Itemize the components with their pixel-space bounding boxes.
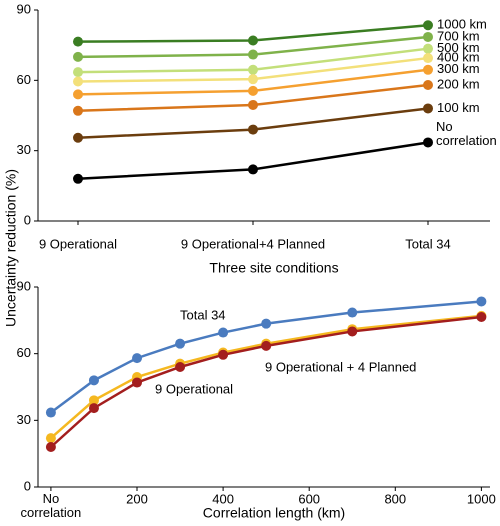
- data-point: [423, 43, 433, 54]
- data-point: [73, 67, 83, 78]
- series-line: [50, 315, 482, 448]
- data-point: [248, 124, 258, 135]
- x-tick-label: 9 Operational+4 Planned: [181, 236, 325, 251]
- data-point: [88, 395, 99, 406]
- data-point: [73, 76, 83, 87]
- data-point: [423, 53, 433, 64]
- data-point: [423, 137, 433, 148]
- x-tick-label: 9 Operational: [39, 236, 117, 251]
- data-point: [45, 442, 56, 452]
- series-label-box: No correlation: [436, 120, 497, 149]
- series-line: [50, 300, 482, 414]
- data-point: [73, 51, 83, 62]
- data-point: [73, 36, 83, 47]
- data-point: [73, 105, 83, 116]
- series-line: [50, 314, 482, 440]
- x-tick-label: No correlation: [20, 492, 82, 520]
- data-point: [423, 64, 433, 75]
- y-tick-label: 30: [17, 412, 31, 427]
- data-point: [45, 433, 56, 444]
- data-point: [423, 103, 433, 114]
- data-point: [261, 340, 272, 351]
- data-point: [175, 362, 186, 372]
- x-axis-label: Correlation length (km): [203, 505, 345, 521]
- data-point: [248, 85, 258, 96]
- data-point: [88, 375, 99, 386]
- y-tick-label: 90: [17, 278, 31, 293]
- x-tick-label: 800: [384, 491, 406, 506]
- data-point: [347, 307, 358, 318]
- data-point: [88, 403, 99, 414]
- y-tick-label: 0: [24, 478, 31, 493]
- data-point: [175, 338, 186, 349]
- data-point: [476, 296, 487, 307]
- data-point: [248, 35, 258, 46]
- x-tick-label: 400: [212, 491, 234, 506]
- series-label: 9 Operational + 4 Planned: [265, 359, 416, 374]
- data-point: [73, 89, 83, 100]
- series-label: 300 km: [437, 61, 480, 76]
- data-point: [248, 99, 258, 110]
- data-point: [218, 327, 229, 338]
- x-tick-label: Total 34: [405, 236, 451, 251]
- data-point: [347, 326, 358, 337]
- data-point: [73, 173, 83, 184]
- x-tick-label-box: No correlation: [20, 492, 82, 520]
- y-tick-label: 60: [17, 345, 31, 360]
- data-point: [261, 318, 272, 329]
- y-axis-label: Uncertainty reduction (%): [3, 169, 19, 327]
- data-point: [248, 49, 258, 60]
- x-axis-label: Three site conditions: [209, 260, 338, 276]
- x-tick-label: 200: [126, 491, 148, 506]
- series-label: 400 km: [437, 49, 480, 64]
- data-point: [248, 64, 258, 75]
- data-point: [73, 132, 83, 143]
- data-point: [423, 31, 433, 42]
- series-label: 200 km: [437, 76, 480, 91]
- data-point: [218, 349, 229, 360]
- data-point: [248, 164, 258, 175]
- y-tick-label: 90: [17, 1, 31, 16]
- series-label: 9 Operational: [155, 381, 233, 396]
- data-point: [423, 20, 433, 31]
- data-point: [45, 407, 56, 418]
- series-label: No correlation: [436, 120, 497, 149]
- data-point: [132, 377, 143, 388]
- series-label: 100 km: [437, 100, 480, 115]
- x-tick-label: 1000: [467, 491, 496, 506]
- y-tick-label: 0: [24, 212, 31, 227]
- data-point: [132, 353, 143, 364]
- series-label: Total 34: [180, 307, 226, 322]
- data-point: [476, 312, 487, 322]
- x-tick-label: 600: [298, 491, 320, 506]
- y-tick-label: 60: [17, 72, 31, 87]
- y-tick-label: 30: [17, 142, 31, 157]
- series-label: 1000 km: [437, 17, 487, 32]
- series-label: 500 km: [437, 40, 480, 55]
- data-point: [423, 80, 433, 91]
- series-label: 700 km: [437, 28, 480, 43]
- data-point: [248, 74, 258, 85]
